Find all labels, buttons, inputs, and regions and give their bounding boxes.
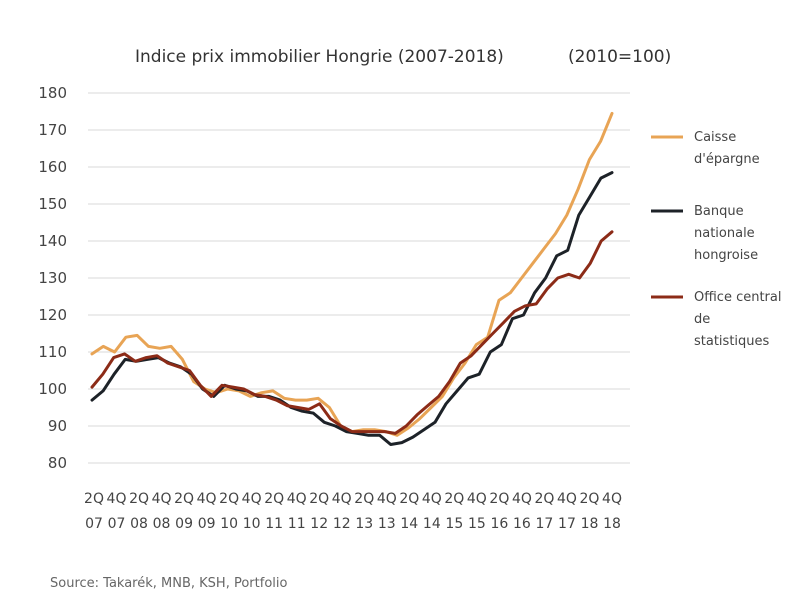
x-tick-label-year: 11 — [288, 516, 306, 532]
chart-subtitle: (2010=100) — [568, 47, 671, 67]
y-tick-label: 180 — [38, 84, 67, 102]
y-tick-label: 150 — [38, 195, 67, 213]
series-line-1 — [90, 111, 614, 437]
x-tick-label-year: 18 — [603, 516, 621, 532]
series-lines — [90, 111, 614, 446]
legend-label: hongroise — [694, 248, 758, 263]
x-tick-label-quarter: 2Q — [219, 491, 239, 507]
legend-label: statistiques — [694, 334, 770, 349]
chart-title: Indice prix immobilier Hongrie (2007-201… — [135, 47, 504, 67]
legend-label: Office central — [694, 290, 781, 305]
x-tick-label-quarter: 2Q — [399, 491, 419, 507]
x-tick-label-year: 14 — [400, 516, 418, 532]
x-tick-label-year: 09 — [198, 516, 216, 532]
legend: Caisse d'épargne Banque nationale hongroise O… — [651, 130, 781, 349]
x-tick-label-quarter: 4Q — [197, 491, 217, 507]
legend-label: d'épargne — [694, 152, 760, 167]
x-tick-label-year: 07 — [85, 516, 103, 532]
x-tick-label-quarter: 2Q — [174, 491, 194, 507]
legend-label: Banque — [694, 204, 744, 219]
x-tick-label-quarter: 4Q — [467, 491, 487, 507]
legend-label: Caisse — [694, 130, 736, 145]
x-tick-label-quarter: 4Q — [422, 491, 442, 507]
y-tick-label: 130 — [38, 269, 67, 287]
x-tick-label-quarter: 2Q — [534, 491, 554, 507]
x-tick-label-year: 10 — [243, 516, 261, 532]
series-line-3 — [90, 230, 614, 435]
x-tick-label-quarter: 2Q — [84, 491, 104, 507]
x-tick-label-quarter: 2Q — [444, 491, 464, 507]
y-tick-label: 90 — [48, 417, 67, 435]
y-tick-label: 80 — [48, 454, 67, 472]
x-tick-label-quarter: 2Q — [354, 491, 374, 507]
x-tick-label-quarter: 4Q — [107, 491, 127, 507]
x-tick-label-quarter: 4Q — [152, 491, 172, 507]
x-tick-label-year: 11 — [265, 516, 283, 532]
y-tick-label: 160 — [38, 158, 67, 176]
y-tick-label: 100 — [38, 380, 67, 398]
x-axis-tick-labels: 2Q074Q072Q084Q082Q094Q092Q104Q102Q114Q11… — [84, 491, 622, 532]
x-tick-label-year: 10 — [220, 516, 238, 532]
x-tick-label-year: 14 — [423, 516, 441, 532]
x-tick-label-year: 15 — [445, 516, 463, 532]
x-tick-label-year: 12 — [310, 516, 328, 532]
y-tick-label: 120 — [38, 306, 67, 324]
x-tick-label-quarter: 4Q — [602, 491, 622, 507]
legend-label: nationale — [694, 226, 755, 241]
source-note: Source: Takarék, MNB, KSH, Portfolio — [50, 576, 287, 591]
x-tick-label-year: 17 — [558, 516, 576, 532]
y-tick-label: 140 — [38, 232, 67, 250]
x-tick-label-quarter: 4Q — [332, 491, 352, 507]
x-tick-label-quarter: 2Q — [264, 491, 284, 507]
x-tick-label-quarter: 4Q — [557, 491, 577, 507]
x-tick-label-quarter: 2Q — [129, 491, 149, 507]
x-tick-label-quarter: 4Q — [242, 491, 262, 507]
x-tick-label-quarter: 4Q — [287, 491, 307, 507]
x-tick-label-quarter: 2Q — [309, 491, 329, 507]
x-tick-label-year: 13 — [355, 516, 373, 532]
x-tick-label-quarter: 2Q — [580, 491, 600, 507]
x-tick-label-quarter: 4Q — [377, 491, 397, 507]
x-tick-label-year: 08 — [153, 516, 171, 532]
y-tick-label: 110 — [38, 343, 67, 361]
x-tick-label-year: 12 — [333, 516, 351, 532]
x-tick-label-year: 18 — [581, 516, 599, 532]
x-tick-label-quarter: 4Q — [512, 491, 532, 507]
legend-label: de — [694, 312, 710, 327]
y-tick-label: 170 — [38, 121, 67, 139]
x-tick-label-year: 16 — [490, 516, 508, 532]
y-axis-tick-labels: 180 170 160 150 140 130 120 110 100 90 80 — [38, 84, 67, 472]
series-line-2 — [90, 171, 614, 446]
x-tick-label-year: 07 — [108, 516, 126, 532]
x-tick-label-year: 13 — [378, 516, 396, 532]
x-tick-label-year: 16 — [513, 516, 531, 532]
x-tick-label-quarter: 2Q — [489, 491, 509, 507]
x-tick-label-year: 08 — [130, 516, 148, 532]
x-tick-label-year: 17 — [536, 516, 554, 532]
x-tick-label-year: 09 — [175, 516, 193, 532]
x-tick-label-year: 15 — [468, 516, 486, 532]
gridlines — [88, 92, 630, 464]
